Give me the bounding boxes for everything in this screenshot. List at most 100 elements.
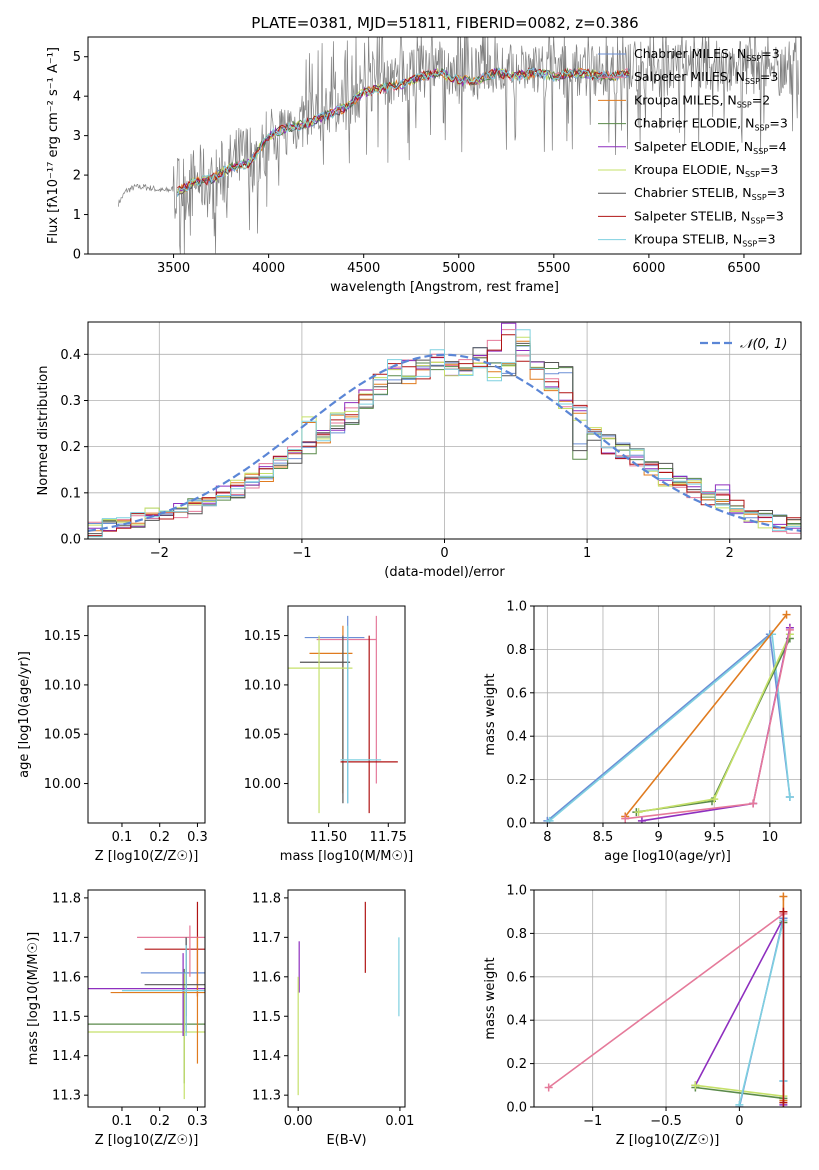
weight-marker — [710, 795, 719, 804]
weight-marker — [779, 1098, 788, 1107]
x-tick-label: −1 — [292, 546, 311, 561]
weight-line — [695, 1084, 784, 1097]
legend-label: Chabrier ELODIE, NSSP=3 — [634, 116, 788, 133]
y-tick-label: 10.10 — [244, 678, 281, 693]
legend-label: Salpeter MILES, NSSP=3 — [634, 69, 778, 86]
x-tick-label: 0 — [440, 546, 448, 561]
y-tick-label: 11.6 — [52, 970, 81, 985]
x-axis-label: Z [log10(Z/Z☉)] — [616, 1133, 720, 1148]
y-tick-label: 10.15 — [44, 629, 81, 644]
x-tick-label: 9 — [654, 830, 662, 845]
x-tick-label: −2 — [150, 546, 169, 561]
x-axis-label: Z [log10(Z/Z☉)] — [95, 849, 199, 864]
weight-marker — [691, 1081, 700, 1090]
weight-line — [624, 614, 788, 817]
error-bars — [88, 901, 205, 1100]
axes-frame — [533, 889, 802, 1108]
weight-marker — [634, 808, 643, 817]
y-tick-label: 4 — [73, 90, 81, 105]
weight-line — [548, 913, 784, 1089]
y-tick-label: 2 — [73, 169, 81, 184]
x-axis-label: age [log10(age/yr)] — [604, 849, 731, 864]
weight-line — [636, 638, 791, 813]
y-tick-label: 0 — [73, 248, 81, 263]
figure-title: PLATE=0381, MJD=51811, FIBERID=0082, z=0… — [251, 14, 638, 32]
y-tick-label: 1.0 — [506, 884, 527, 899]
y-tick-label: 11.5 — [52, 1010, 81, 1025]
y-tick-label: 1.0 — [506, 600, 527, 615]
error-bars — [84, 616, 209, 813]
x-axis-label: mass [log10(M/M☉)] — [280, 849, 413, 864]
x-tick-label: 5500 — [537, 261, 570, 276]
x-axis-label: wavelength [Angstrom, rest frame] — [330, 280, 559, 295]
panels: 3500 4000 4500 5000 5500 6000 6500 0 1 2 3 4 5 wavele… — [17, 36, 802, 1148]
weight-marker — [735, 1100, 744, 1107]
weight-marker — [779, 892, 788, 901]
legend-label: Kroupa MILES, NSSP=2 — [634, 92, 770, 109]
y-tick-label: 0.0 — [506, 1101, 527, 1116]
y-tick-label: 3 — [73, 129, 81, 144]
weight-marker — [637, 816, 646, 823]
y-tick-label: 11.4 — [252, 1049, 281, 1064]
x-tick-label: 11.75 — [370, 830, 407, 845]
x-axis-label: Z [log10(Z/Z☉)] — [95, 1133, 199, 1148]
x-tick-label: 10 — [762, 830, 779, 845]
histograms — [88, 322, 801, 538]
histogram-step-line — [88, 329, 801, 538]
y-tick-label: 10.00 — [244, 777, 281, 792]
x-tick-label: 8.5 — [593, 830, 614, 845]
y-tick-label: 1 — [73, 208, 81, 223]
x-tick-label: 0.1 — [112, 1114, 133, 1129]
x-tick-label: 1 — [583, 546, 591, 561]
x-tick-label: 0.1 — [112, 830, 133, 845]
x-tick-label: 0.3 — [187, 1114, 208, 1129]
y-tick-label: 0.6 — [506, 970, 527, 985]
weight-line — [625, 629, 791, 820]
legend-label: Kroupa STELIB, NSSP=3 — [634, 232, 776, 249]
axes-frame — [87, 889, 206, 1108]
axes-frame — [287, 605, 406, 824]
y-tick-label: 11.6 — [252, 970, 281, 985]
y-tick-label: 11.7 — [252, 931, 281, 946]
y-tick-label: 10.05 — [244, 728, 281, 743]
y-tick-label: 11.8 — [52, 891, 81, 906]
weight-marker — [544, 1083, 553, 1092]
legend-label: Salpeter ELODIE, NSSP=4 — [634, 139, 787, 156]
x-tick-label: 2 — [726, 546, 734, 561]
weight-marker — [782, 610, 791, 619]
data-spectrum-line — [118, 37, 799, 254]
weight-line — [549, 632, 791, 822]
weight-marker — [749, 799, 758, 808]
x-tick-label: 9.5 — [704, 830, 725, 845]
x-axis-label: E(B-V) — [326, 1133, 366, 1148]
y-tick-label: 0.0 — [60, 533, 81, 548]
weight-vs-z-panel — [534, 889, 801, 1108]
x-tick-label: 0.01 — [385, 1114, 414, 1129]
y-tick-label: 0.4 — [506, 730, 527, 745]
weight-marker — [779, 907, 788, 916]
weight-marker — [785, 625, 794, 634]
y-tick-label: 0.8 — [506, 927, 527, 942]
y-tick-label: 0.1 — [60, 486, 81, 501]
x-tick-label: 0.3 — [187, 830, 208, 845]
weight-lines — [543, 610, 794, 823]
model-line — [176, 67, 630, 196]
y-tick-label: 10.05 — [44, 728, 81, 743]
model-line — [177, 67, 630, 190]
x-tick-label: 6000 — [632, 261, 665, 276]
axes-frame — [87, 36, 802, 255]
y-tick-label: 11.8 — [252, 891, 281, 906]
model-line — [176, 67, 630, 197]
error-bars — [297, 901, 400, 1096]
x-tick-label: 4500 — [347, 261, 380, 276]
y-axis-label: Normed distribution — [36, 366, 51, 496]
x-tick-label: 6500 — [727, 261, 760, 276]
y-tick-label: 11.5 — [252, 1010, 281, 1025]
weight-lines — [544, 892, 788, 1107]
legend-label: Salpeter STELIB, NSSP=3 — [634, 208, 784, 225]
x-tick-label: 4000 — [252, 261, 285, 276]
y-tick-label: 0.2 — [60, 440, 81, 455]
axes-frame — [87, 605, 206, 824]
weight-vs-age-panel — [534, 605, 801, 824]
